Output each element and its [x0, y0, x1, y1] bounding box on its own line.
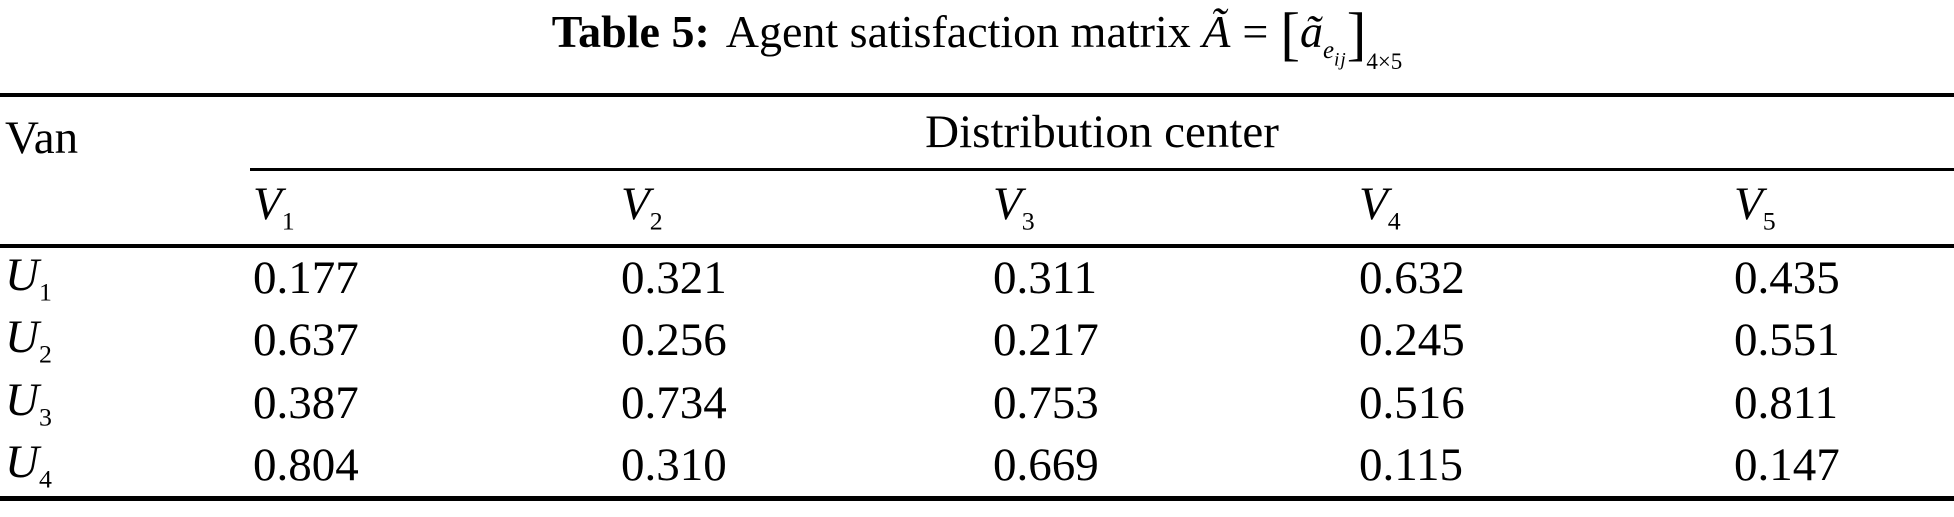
caption-title: Agent satisfaction matrix [725, 6, 1191, 57]
row-axis-header-van: Van [0, 95, 250, 248]
cell-u1-v1: 0.177 [253, 252, 359, 304]
column-header-v4: V4 [1356, 169, 1731, 248]
entry-subscript-base: e [1322, 37, 1334, 65]
cell-u2-v5: 0.551 [1734, 314, 1840, 366]
cell-u3-v5: 0.811 [1734, 377, 1839, 429]
agent-satisfaction-table: Van Distribution center V1 V2 V3 V4 V5 U… [0, 93, 1954, 501]
table-row-u2: U2 0.637 0.256 0.217 0.245 0.551 [0, 309, 1954, 372]
cell-u2-v3: 0.217 [993, 314, 1099, 366]
matrix-symbol: Ã [1202, 6, 1231, 57]
column-header-v3: V3 [990, 169, 1356, 248]
dimension-subscript: 4×5 [1366, 48, 1403, 74]
table-row-u1: U1 0.177 0.321 0.311 0.632 0.435 [0, 246, 1954, 309]
column-header-v1: V1 [250, 169, 618, 248]
open-bracket: [ [1280, 1, 1300, 67]
table-caption: Table 5: Agent satisfaction matrix Ã = [ãei… [0, 0, 1954, 94]
cell-u1-v3: 0.311 [993, 252, 1098, 304]
table-row-u3: U3 0.387 0.734 0.753 0.516 0.811 [0, 372, 1954, 435]
column-header-v2: V2 [618, 169, 990, 248]
cell-u4-v1: 0.804 [253, 438, 359, 491]
cell-u4-v2: 0.310 [621, 438, 727, 491]
cell-u1-v4: 0.632 [1359, 252, 1465, 304]
row-label-u3: U3 [5, 373, 52, 432]
row-label-u4: U4 [5, 435, 52, 493]
cell-u3-v1: 0.387 [253, 377, 359, 429]
cell-u1-v5: 0.435 [1734, 252, 1840, 304]
cell-u2-v4: 0.245 [1359, 314, 1465, 366]
column-header-v5: V5 [1731, 169, 1954, 248]
caption-label: Table 5: [551, 6, 710, 57]
header-group-row: Van Distribution center [0, 95, 1954, 248]
entry-subscript-index: ij [1333, 49, 1347, 71]
column-header-row: V1 V2 V3 V4 V5 [0, 169, 1954, 248]
row-label-u2: U2 [5, 310, 52, 369]
cell-u2-v2: 0.256 [621, 314, 727, 366]
cell-u4-v5: 0.147 [1734, 438, 1840, 491]
column-group-header: Distribution center [250, 95, 1954, 171]
equals-sign: = [1242, 6, 1269, 57]
row-label-u1: U1 [5, 248, 52, 307]
entry-symbol: ã [1299, 6, 1323, 57]
close-bracket: ] [1346, 1, 1367, 67]
cell-u1-v2: 0.321 [621, 252, 727, 304]
table-row-u4: U4 0.804 0.310 0.669 0.115 0.147 [0, 435, 1954, 498]
cell-u4-v3: 0.669 [993, 438, 1099, 491]
cell-u2-v1: 0.637 [253, 314, 359, 366]
cell-u3-v2: 0.734 [621, 377, 727, 429]
cell-u3-v4: 0.516 [1359, 377, 1465, 429]
cell-u4-v4: 0.115 [1359, 438, 1464, 491]
cell-u3-v3: 0.753 [993, 377, 1099, 429]
